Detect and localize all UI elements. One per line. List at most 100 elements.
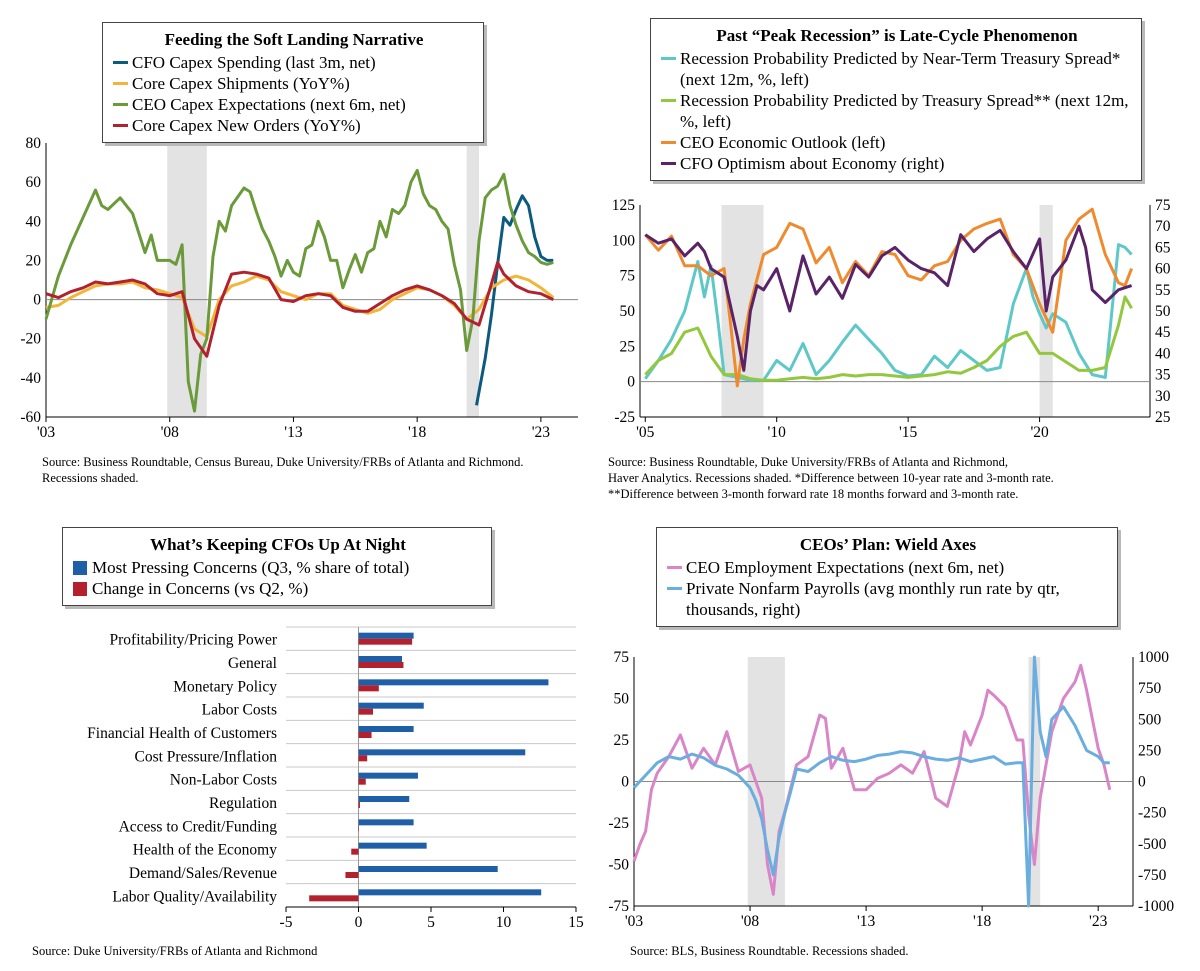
category-label: Cost Pressure/Inflation — [135, 748, 278, 765]
y-tick-label-right: 0 — [1138, 774, 1146, 791]
legend-item: CEO Employment Expectations (next 6m, ne… — [667, 557, 1109, 578]
legend-soft-landing: Feeding the Soft Landing Narrative CFO C… — [102, 22, 484, 143]
swatch — [113, 61, 128, 64]
x-tick-label: '15 — [899, 424, 918, 441]
y-tick-label-right: 30 — [1155, 388, 1171, 405]
legend-wield-axes: CEOs’ Plan: Wield Axes CEO Employment Ex… — [656, 527, 1118, 627]
y-tick-label: 0 — [627, 374, 635, 391]
y-tick-label: 60 — [26, 174, 42, 191]
y-tick-label-right: 25 — [1155, 409, 1171, 426]
legend-cfo-concerns: What’s Keeping CFOs Up At Night Most Pre… — [62, 527, 492, 606]
y-tick-label: 20 — [26, 252, 42, 269]
legend-item: Change in Concerns (vs Q2, %) — [73, 578, 483, 599]
bar-change — [358, 802, 360, 808]
bar-change — [358, 778, 366, 785]
bar-most-pressing — [358, 866, 498, 872]
y-tick-label-right: 35 — [1155, 367, 1171, 384]
legend-item: Private Nonfarm Payrolls (avg monthly ru… — [667, 578, 1109, 620]
legend-item: CFO Optimism about Economy (right) — [661, 153, 1133, 174]
x-tick-label: 0 — [355, 914, 363, 931]
y-tick-label: 0 — [33, 292, 41, 309]
legend-label: Recession Probability Predicted by Treas… — [680, 91, 1129, 131]
legend-label: Core Capex Shipments (YoY%) — [132, 74, 350, 93]
swatch — [661, 57, 676, 60]
source-line: **Difference between 3-month forward rat… — [608, 487, 1019, 501]
swatch — [113, 82, 128, 85]
recession-shade — [466, 143, 480, 417]
source-line: Source: Business Roundtable, Duke Univer… — [608, 455, 1008, 469]
source-note: Source: BLS, Business Roundtable. Recess… — [630, 944, 909, 958]
bar-most-pressing — [358, 679, 549, 686]
y-tick-label-right: 75 — [1155, 197, 1171, 214]
x-tick-label: '03 — [625, 913, 644, 930]
legend-item: Most Pressing Concerns (Q3, % share of t… — [73, 557, 483, 578]
x-tick-label: '23 — [1089, 913, 1108, 930]
x-tick-label: '05 — [636, 424, 655, 441]
x-tick-label: -5 — [280, 914, 293, 931]
swatch — [73, 561, 87, 575]
legend-item: Recession Probability Predicted by Treas… — [661, 90, 1133, 132]
bar-change — [309, 895, 359, 902]
legend-label: Core Capex New Orders (YoY%) — [132, 116, 361, 135]
legend-label: CFO Capex Spending (last 3m, net) — [132, 53, 376, 72]
y-tick-label-right: 500 — [1138, 711, 1162, 728]
y-tick-label: 40 — [26, 213, 42, 230]
y-tick-label-right: 55 — [1155, 282, 1171, 299]
series-line — [44, 168, 554, 413]
y-tick-label: -25 — [608, 815, 629, 832]
legend-label: Change in Concerns (vs Q2, %) — [92, 579, 309, 598]
category-label: Regulation — [209, 795, 277, 812]
y-tick-label-right: 250 — [1138, 742, 1162, 759]
category-label: Health of the Economy — [133, 842, 277, 859]
y-tick-label: -75 — [608, 898, 629, 915]
category-label: Monetary Policy — [173, 678, 277, 695]
legend-label: CEO Economic Outlook (left) — [680, 133, 886, 152]
legend-label: Private Nonfarm Payrolls (avg monthly ru… — [686, 579, 1060, 619]
panel-cfo-concerns: Profitability/Pricing Power General Moneta… — [0, 510, 600, 971]
swatch — [667, 587, 682, 590]
y-tick-label-right: -1000 — [1138, 898, 1174, 915]
x-tick-label: '10 — [768, 424, 787, 441]
y-tick-label-right: 750 — [1138, 680, 1162, 697]
category-label: General — [228, 655, 277, 672]
chart-title: Past “Peak Recession” is Late-Cycle Phen… — [716, 26, 1078, 45]
bar-change — [358, 732, 372, 738]
series-line — [644, 295, 1133, 382]
category-label: Profitability/Pricing Power — [110, 632, 278, 649]
y-tick-label-right: 65 — [1155, 239, 1171, 256]
bar-change — [351, 848, 359, 855]
y-tick-label-right: -250 — [1138, 805, 1167, 822]
series-line — [644, 224, 1133, 372]
swatch — [661, 162, 676, 165]
y-tick-label: 50 — [620, 303, 636, 320]
bar-most-pressing — [358, 819, 414, 826]
legend-label: CFO Optimism about Economy (right) — [680, 154, 945, 173]
y-tick-label-right: -500 — [1138, 836, 1167, 853]
series-line — [632, 655, 1110, 908]
y-tick-label: 75 — [620, 268, 636, 285]
swatch — [113, 124, 128, 127]
y-tick-label: -20 — [20, 331, 41, 348]
chart-peak-recession: 125 100 75 50 25 0 -25 75 70 65 60 55 50 45 40 35 30 25 '0… — [612, 197, 1171, 441]
y-tick-label-right: 50 — [1155, 303, 1171, 320]
y-tick-label: 0 — [621, 774, 629, 791]
swatch — [667, 566, 682, 569]
x-tick-label: '03 — [37, 424, 56, 441]
y-tick-label: 25 — [614, 732, 630, 749]
bar-change — [358, 755, 368, 762]
legend-item: Recession Probability Predicted by Near-… — [661, 48, 1133, 90]
swatch — [73, 582, 87, 596]
x-tick-label: '13 — [284, 424, 303, 441]
category-label: Demand/Sales/Revenue — [129, 865, 277, 882]
bar-most-pressing — [358, 772, 418, 779]
x-tick-label: '20 — [1030, 424, 1049, 441]
legend-label: CEO Capex Expectations (next 6m, net) — [132, 95, 406, 114]
legend-item: CEO Capex Expectations (next 6m, net) — [113, 94, 475, 115]
bar-most-pressing — [358, 749, 526, 756]
chart-title: Feeding the Soft Landing Narrative — [164, 30, 424, 49]
legend-peak-recession: Past “Peak Recession” is Late-Cycle Phen… — [650, 18, 1142, 181]
y-tick-label-right: 60 — [1155, 261, 1171, 278]
legend-label: CEO Employment Expectations (next 6m, ne… — [686, 558, 1005, 577]
bar-most-pressing — [358, 702, 424, 709]
swatch — [661, 99, 676, 102]
